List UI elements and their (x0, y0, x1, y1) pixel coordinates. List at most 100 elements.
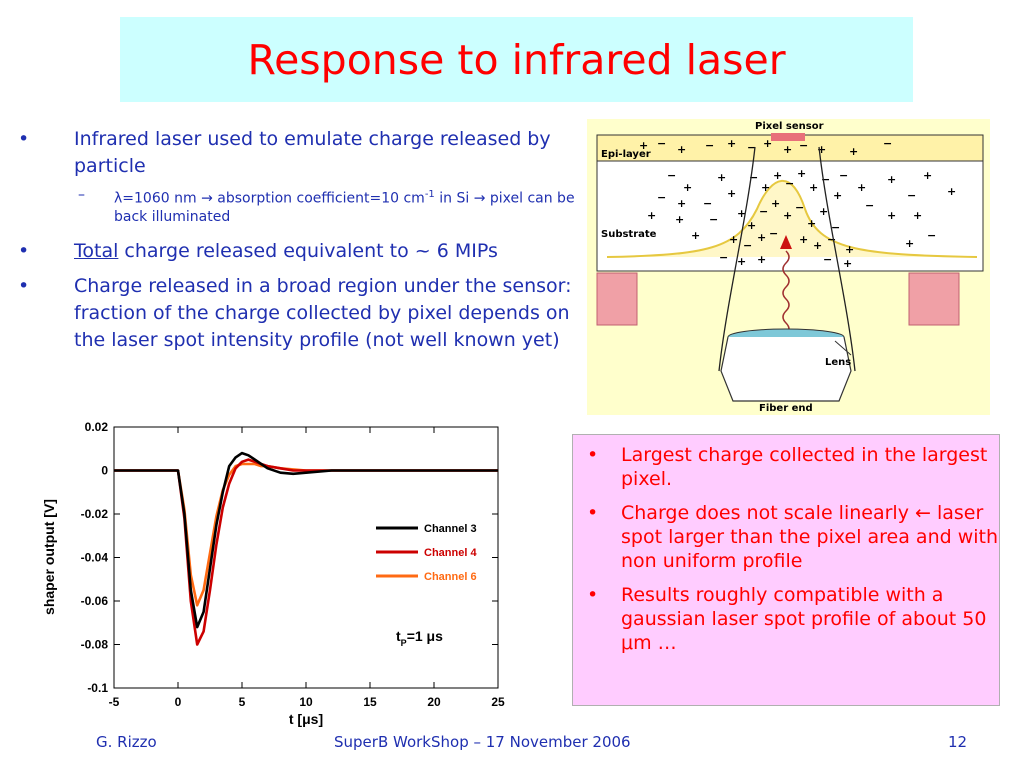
shaper-output-chart: -5 0 5 10 15 20 25 0.02 0 -0.02 -0.04 -0.06 -0.08 -0.… (38, 418, 510, 730)
svg-text:+: + (783, 209, 792, 222)
x-axis-label: t [μs] (289, 711, 323, 727)
svg-text:+: + (761, 181, 770, 194)
svg-text:−: − (747, 141, 756, 154)
conclusion-item: • Results roughly compatible with a gaus… (573, 583, 999, 655)
conclusion-item: • Charge does not scale linearly ← laser… (573, 501, 999, 573)
lens-pointer (834, 340, 852, 356)
svg-text:+: + (797, 167, 806, 180)
bullet-text: charge released equivalent to ~ 6 MIPs (118, 239, 498, 262)
svg-text:−: − (799, 139, 808, 152)
bullet-marker: • (18, 274, 30, 297)
svg-text:+: + (771, 197, 780, 210)
pixel-rect (771, 133, 805, 141)
svg-text:−: − (759, 205, 768, 218)
conclusion-text-2: m … (633, 632, 677, 654)
chart-legend: Channel 3 Channel 4 Channel 6 (376, 523, 477, 583)
epi-layer-label: Epi-layer (601, 149, 651, 160)
mu-symbol: μ (621, 632, 634, 654)
x-tick-label: 10 (299, 695, 313, 709)
slide-title: Response to infrared laser (247, 35, 786, 84)
bullet-item: • Infrared laser used to emulate charge … (18, 126, 583, 180)
legend-label: Channel 6 (424, 571, 477, 583)
svg-text:−: − (927, 229, 936, 242)
svg-text:−: − (827, 233, 836, 246)
conclusion-text: Largest charge collected in the largest … (621, 444, 988, 490)
svg-text:+: + (757, 231, 766, 244)
superscript: -1 (424, 189, 435, 200)
svg-text:−: − (705, 139, 714, 152)
svg-text:−: − (883, 137, 892, 150)
y-tick-label: -0.1 (87, 681, 108, 695)
svg-text:+: + (913, 209, 922, 222)
series-line-channel-3 (114, 451, 498, 629)
svg-text:−: − (795, 201, 804, 214)
svg-text:+: + (691, 229, 700, 242)
svg-text:−: − (709, 213, 718, 226)
x-tick-label: 5 (239, 695, 246, 709)
tp-annotation: tP=1 μs (396, 628, 443, 648)
sub-text-3: in Si (434, 190, 474, 207)
sub-bullet-marker: – (78, 187, 85, 203)
svg-text:−: − (785, 177, 794, 190)
svg-text:+: + (857, 181, 866, 194)
bullet-marker: • (587, 444, 599, 466)
svg-text:+: + (757, 253, 766, 266)
support-right (908, 272, 960, 326)
sub-text-1: =1060 nm (122, 190, 202, 207)
svg-text:−: − (907, 189, 916, 202)
title-box: Response to infrared laser (120, 17, 913, 102)
y-tick-label: -0.02 (81, 507, 109, 521)
svg-text:−: − (703, 197, 712, 210)
arrow-left-icon: ← (915, 502, 931, 524)
svg-text:+: + (923, 169, 932, 182)
svg-text:+: + (717, 171, 726, 184)
svg-text:+: + (639, 139, 648, 152)
legend-label: Channel 3 (424, 523, 477, 535)
svg-text:+: + (833, 189, 842, 202)
svg-text:+: + (807, 217, 816, 230)
fiber-end-body (720, 336, 852, 402)
svg-text:−: − (749, 171, 758, 184)
legend-label: Channel 4 (424, 547, 477, 559)
charge-symbols: + − + − + − + + − + +− −++− + − ++−++− ++−+−+ −+−++… (639, 137, 956, 270)
conclusion-text-2: laser spot larger than the pixel area an… (621, 502, 999, 572)
svg-text:+: + (843, 257, 852, 270)
svg-text:+: + (727, 137, 736, 150)
gaussian-profile (606, 179, 978, 258)
svg-text:−: − (667, 169, 676, 182)
conclusion-text: Charge does not scale linearly (621, 502, 915, 524)
bullet-text: Infrared laser used to emulate charge re… (74, 128, 551, 177)
laser-beam (782, 250, 790, 336)
svg-text:−: − (823, 253, 832, 266)
x-tick-label: 20 (427, 695, 441, 709)
underlined-word: Total (74, 239, 119, 262)
chart-series (114, 451, 498, 646)
y-tick-label: -0.08 (81, 638, 109, 652)
substrate-label: Substrate (601, 229, 657, 240)
svg-text:+: + (647, 209, 656, 222)
arrow-right-icon: → (201, 190, 213, 207)
bullet-item: • Charge released in a broad region unde… (18, 273, 583, 354)
bullet-text: Charge released in a broad region under … (74, 274, 572, 351)
svg-text:+: + (763, 137, 772, 150)
svg-text:+: + (683, 181, 692, 194)
x-tick-label: 15 (363, 695, 377, 709)
bullet-marker: • (18, 239, 30, 262)
svg-text:−: − (769, 227, 778, 240)
svg-text:−: − (743, 239, 752, 252)
svg-text:+: + (747, 219, 756, 232)
tp-sub: P (401, 638, 407, 648)
sub-text-4: pixel can be back illuminated (114, 190, 575, 225)
svg-text:+: + (727, 187, 736, 200)
sub-bullet-item: – λ=1060 nm → absorption coefficient=10 … (18, 186, 583, 226)
svg-text:+: + (887, 209, 896, 222)
bullet-marker: • (587, 584, 599, 606)
tp-t: t (396, 628, 401, 644)
bullet-item: • Total charge released equivalent to ~ … (18, 238, 583, 265)
conclusions-box: • Largest charge collected in the larges… (572, 434, 1000, 706)
lambda-symbol: λ (114, 190, 123, 207)
cone-line-right (818, 146, 856, 372)
fiber-end-label: Fiber end (759, 403, 813, 414)
svg-text:+: + (813, 239, 822, 252)
svg-text:+: + (783, 143, 792, 156)
